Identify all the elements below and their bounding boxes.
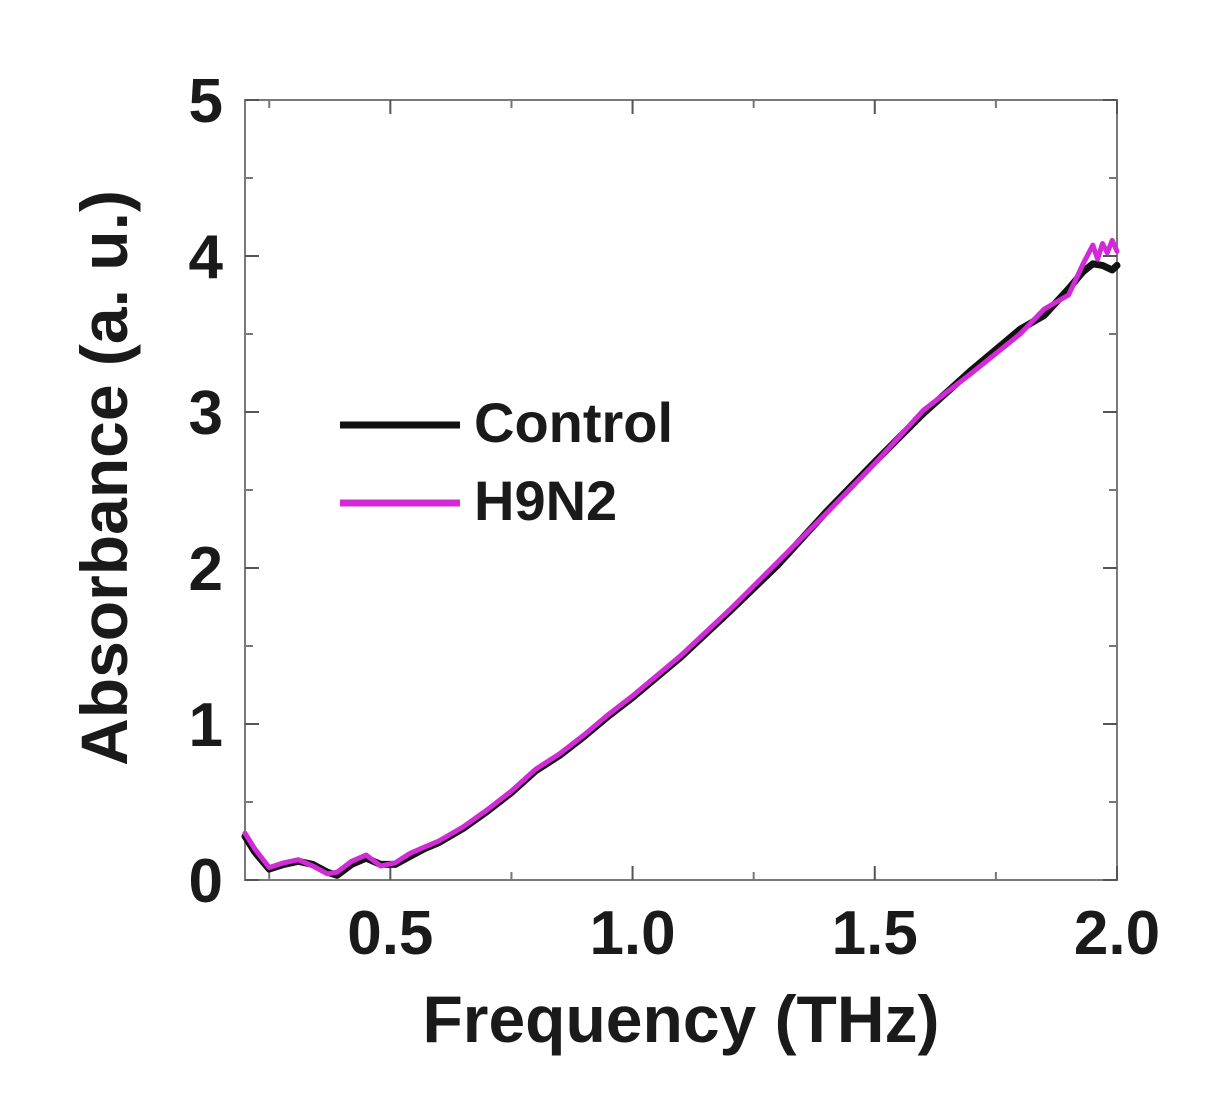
legend: Control H9N2 (340, 391, 673, 532)
legend-label-h9n2: H9N2 (474, 469, 617, 532)
y-tick-label: 3 (189, 379, 223, 448)
legend-label-control: Control (474, 391, 673, 454)
x-tick-label: 0.5 (347, 899, 433, 968)
series-line-control (241, 260, 1121, 879)
axis-ticks (245, 99, 1118, 881)
x-tick-label: 2.0 (1074, 899, 1160, 968)
series-layer (241, 237, 1121, 879)
plot-area (244, 99, 1118, 881)
y-tick-label: 2 (189, 535, 223, 604)
y-tick-label: 0 (189, 847, 223, 916)
y-tick-label: 4 (189, 223, 224, 292)
x-tick-label: 1.5 (832, 899, 918, 968)
y-axis-label: Absorbance (a. u.) (67, 190, 141, 766)
y-tick-label: 1 (189, 691, 223, 760)
x-axis-label: Frequency (THz) (422, 982, 939, 1056)
tick-labels: 0.5 1.0 1.5 2.0 0 1 2 3 4 5 (189, 67, 1161, 968)
series-line-h9n2 (242, 237, 1120, 877)
y-tick-label: 5 (189, 67, 223, 136)
x-tick-label: 1.0 (589, 899, 675, 968)
